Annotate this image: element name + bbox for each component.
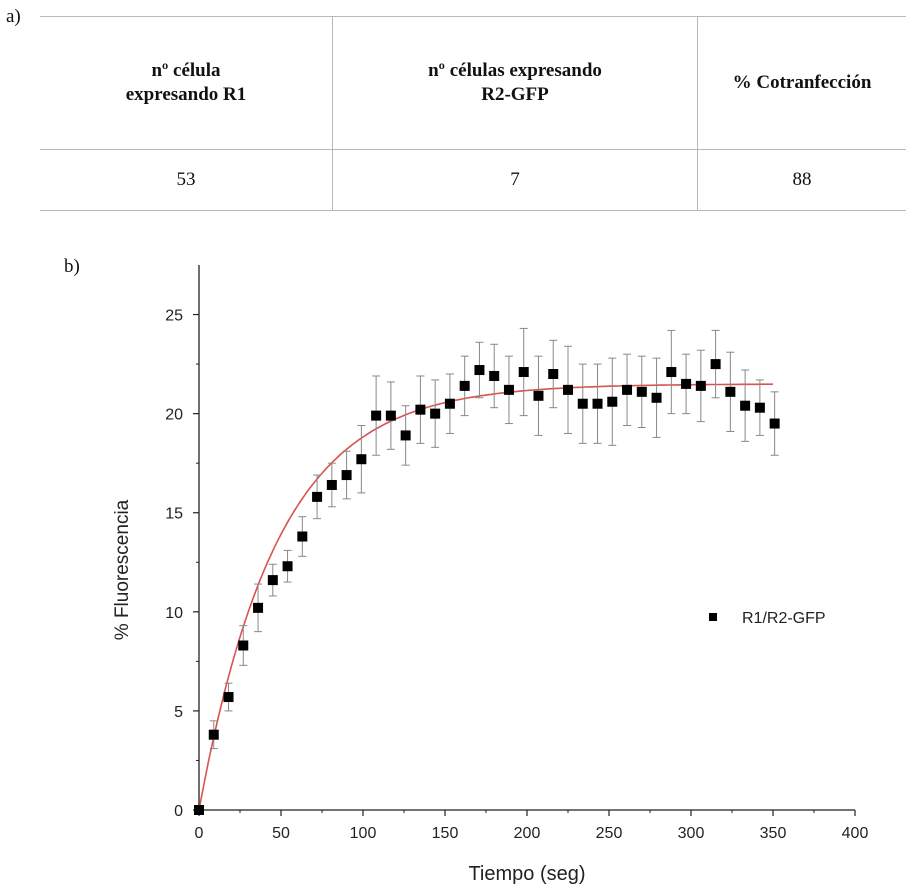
header-cotransfection: % Cotranfección	[697, 16, 906, 150]
header-cells-r1: nº célula expresando R1	[40, 16, 333, 150]
header-line: nº célula	[151, 60, 221, 81]
data-point	[444, 398, 455, 409]
x-tick-label: 300	[678, 825, 705, 842]
data-point	[194, 805, 204, 815]
y-tick-label: 15	[165, 506, 183, 523]
data-point	[341, 470, 352, 481]
data-point	[695, 380, 706, 391]
y-tick-label: 5	[174, 704, 183, 721]
data-point	[282, 561, 293, 572]
data-point	[518, 367, 529, 378]
data-point	[297, 531, 308, 542]
data-point	[754, 402, 765, 413]
data-point	[430, 408, 441, 419]
data-point	[459, 380, 470, 391]
x-tick-label: 350	[760, 825, 787, 842]
panel-a-label: a)	[6, 6, 21, 27]
cell-cotransfection-pct: 88	[697, 149, 906, 211]
data-point	[267, 575, 278, 586]
data-point	[592, 398, 603, 409]
data-point	[474, 365, 485, 376]
data-point	[238, 640, 249, 651]
y-tick-label: 20	[165, 407, 183, 424]
data-point	[769, 418, 780, 429]
data-point	[666, 367, 677, 378]
fit-curve-layer	[198, 383, 773, 811]
chart-legend: R1/R2-GFP	[709, 610, 826, 627]
legend-marker	[709, 613, 717, 621]
data-point	[326, 479, 337, 490]
data-point	[223, 692, 234, 703]
data-point	[622, 384, 633, 395]
x-tick-label: 150	[432, 825, 459, 842]
y-tick-label: 10	[165, 605, 183, 622]
chart-axes: 0 50 100 150 200 250 300 350 400 0 5 10 15 20 25	[165, 265, 868, 842]
data-point	[400, 430, 411, 441]
data-point	[253, 602, 264, 613]
data-point	[607, 396, 618, 407]
table-header-row: nº célula expresando R1 nº células expres…	[40, 16, 906, 150]
data-point	[415, 404, 426, 415]
data-point	[563, 384, 573, 395]
data-point	[385, 410, 396, 421]
data-point	[489, 370, 500, 381]
error-bars-layer	[209, 327, 779, 750]
x-tick-label: 400	[842, 825, 869, 842]
panel-b-label: b)	[64, 256, 80, 277]
cell-r1-count: 53	[40, 149, 333, 211]
data-point	[371, 410, 382, 421]
data-point	[681, 378, 692, 389]
y-axis-label: % Fluorescencia	[112, 499, 133, 640]
cotransfection-table: nº célula expresando R1 nº células expres…	[40, 16, 906, 211]
x-tick-label: 50	[272, 825, 290, 842]
x-tick-label: 250	[596, 825, 623, 842]
data-point	[740, 400, 751, 411]
table-row: 53 7 88	[40, 149, 906, 211]
y-tick-label: 0	[174, 803, 183, 820]
data-point	[312, 491, 323, 502]
data-point	[710, 359, 721, 370]
legend-label: R1/R2-GFP	[742, 610, 826, 627]
x-tick-label: 100	[350, 825, 377, 842]
header-line: % Cotranfección	[732, 72, 872, 93]
y-tick-label: 25	[165, 308, 183, 325]
data-point	[356, 454, 367, 465]
data-point	[651, 392, 662, 403]
x-tick-label: 200	[514, 825, 541, 842]
header-cells-r2gfp: nº células expresando R2-GFP	[332, 16, 698, 150]
data-point	[533, 390, 544, 401]
data-point	[636, 386, 647, 397]
cell-r2gfp-count: 7	[332, 149, 698, 211]
data-point	[725, 386, 736, 397]
fit-curve	[198, 383, 773, 811]
data-point	[503, 384, 514, 395]
x-axis-label: Tiempo (seg)	[468, 863, 585, 885]
x-tick-label: 0	[195, 825, 204, 842]
data-points-layer	[194, 359, 780, 815]
fluorescence-chart: 0 50 100 150 200 250 300 350 400 0 5 10 15 20 25 R1/R2…	[112, 265, 868, 885]
header-line: R2-GFP	[481, 84, 549, 105]
data-point	[208, 729, 219, 740]
data-point	[577, 398, 588, 409]
data-point	[548, 369, 559, 379]
header-line: nº células expresando	[428, 60, 602, 81]
header-line: expresando R1	[125, 84, 247, 105]
